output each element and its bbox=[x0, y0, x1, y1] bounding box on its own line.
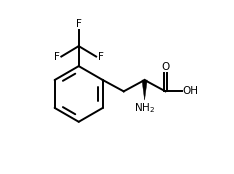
Text: F: F bbox=[76, 19, 82, 29]
Text: O: O bbox=[161, 62, 170, 72]
Polygon shape bbox=[142, 80, 147, 100]
Text: F: F bbox=[54, 52, 60, 62]
Text: NH$_2$: NH$_2$ bbox=[134, 101, 155, 115]
Text: OH: OH bbox=[183, 86, 199, 96]
Text: F: F bbox=[98, 52, 103, 62]
